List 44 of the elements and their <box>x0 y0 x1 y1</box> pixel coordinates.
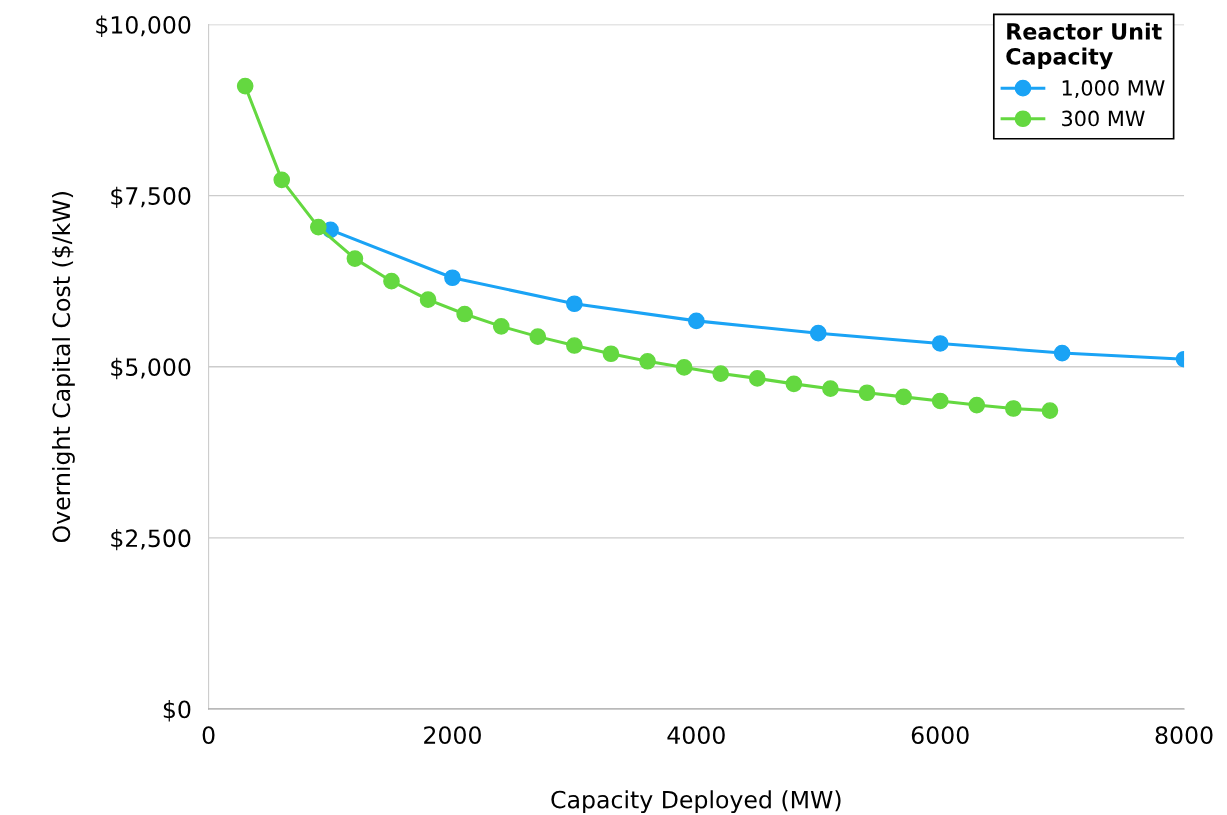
y-tick-label: $5,000 <box>111 357 191 380</box>
point <box>968 396 986 414</box>
y-tick-label: $10,000 <box>96 15 191 37</box>
point <box>931 392 949 410</box>
y-tick-label: $0 <box>163 700 191 722</box>
point <box>858 384 876 402</box>
point <box>492 318 510 335</box>
x-tick-label: 4000 <box>667 726 725 744</box>
y-tick-label: $2,500 <box>111 528 191 551</box>
point <box>566 337 583 354</box>
point <box>785 375 803 393</box>
x-tick-label: 0 <box>202 726 215 744</box>
point <box>566 295 583 313</box>
point <box>748 370 766 387</box>
point <box>444 269 461 287</box>
point <box>309 218 327 236</box>
x-tick-label: 2000 <box>424 726 481 744</box>
legend-label: 1,000 MW <box>1062 80 1165 98</box>
point <box>1005 400 1022 417</box>
y-axis-title: Overnight Capital Cost ($/kW) <box>51 192 75 543</box>
point <box>273 171 291 189</box>
x-tick-label: 6000 <box>911 726 969 744</box>
point <box>712 365 730 382</box>
point <box>687 312 705 330</box>
point <box>931 335 949 352</box>
y-tick-label: $7,500 <box>111 186 191 209</box>
point <box>822 380 839 397</box>
legend-label: 300 MW <box>1062 110 1145 127</box>
point <box>809 324 827 342</box>
legend-title: Reactor Unit Capacity <box>1006 22 1162 70</box>
point <box>675 359 693 376</box>
x-tick-label: 8000 <box>1155 726 1213 744</box>
point <box>602 345 620 363</box>
point <box>456 305 473 323</box>
x-axis-title: Capacity Deployed (MW) <box>551 790 841 814</box>
point <box>1053 344 1071 362</box>
point <box>236 77 254 95</box>
point <box>1041 402 1059 419</box>
point <box>419 291 437 308</box>
point <box>383 272 400 290</box>
point <box>895 388 912 406</box>
point <box>346 250 364 267</box>
point <box>529 328 547 345</box>
point <box>639 352 656 370</box>
